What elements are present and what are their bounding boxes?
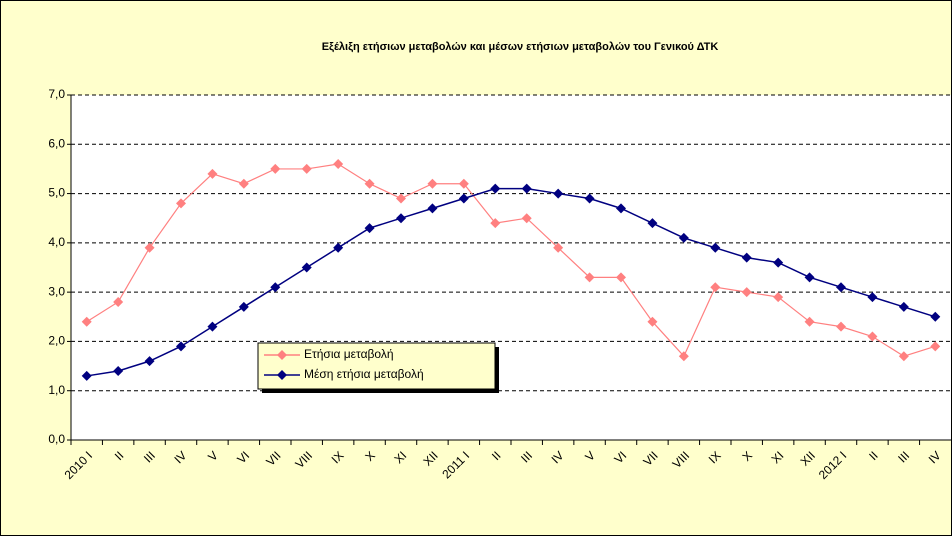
marker <box>144 356 155 367</box>
marker <box>521 183 532 194</box>
marker <box>836 282 846 293</box>
marker <box>773 292 784 303</box>
marker <box>427 203 438 214</box>
series-line <box>86 187 936 377</box>
marker <box>238 178 249 189</box>
legend-marker <box>277 370 287 380</box>
marker <box>616 203 626 214</box>
marker <box>207 168 218 179</box>
series-line <box>86 163 936 358</box>
marker <box>427 178 438 189</box>
marker <box>301 262 312 273</box>
marker <box>773 257 784 268</box>
marker <box>270 163 281 174</box>
legend-label: Μέση ετήσια μεταβολή <box>304 367 424 381</box>
marker <box>584 193 595 204</box>
marker <box>584 272 595 283</box>
marker <box>270 282 281 293</box>
marker <box>364 223 375 234</box>
y-tick-label: 3,0 <box>48 284 65 298</box>
y-tick-label: 1,0 <box>48 383 65 397</box>
marker <box>458 178 469 189</box>
marker <box>930 311 941 322</box>
marker <box>176 341 186 352</box>
legend-label: Ετήσια μεταβολή <box>304 347 394 361</box>
marker <box>804 316 815 327</box>
marker <box>647 316 658 327</box>
legend-box <box>257 342 496 390</box>
marker <box>207 321 218 332</box>
plot-area <box>71 95 951 440</box>
marker <box>238 301 249 312</box>
y-tick-label: 5,0 <box>48 186 65 200</box>
legend-marker <box>277 350 287 360</box>
legend: Ετήσια μεταβολή Μέση ετήσια μεταβολή <box>257 342 499 393</box>
y-tick-label: 4,0 <box>48 235 65 249</box>
marker <box>113 297 124 307</box>
marker <box>553 242 564 253</box>
marker <box>804 272 815 283</box>
marker <box>490 183 501 194</box>
marker <box>710 282 721 293</box>
marker <box>396 193 406 204</box>
marker <box>333 242 344 253</box>
marker <box>741 252 752 263</box>
marker <box>458 193 469 204</box>
marker <box>647 218 658 229</box>
y-tick-label: 2,0 <box>48 334 65 348</box>
marker <box>521 213 532 224</box>
marker <box>616 272 626 283</box>
marker <box>364 178 375 189</box>
marker <box>396 213 406 224</box>
marker <box>867 331 878 342</box>
marker <box>741 287 752 298</box>
y-tick-label: 6,0 <box>48 136 65 150</box>
marker <box>678 351 689 362</box>
marker <box>678 232 689 243</box>
marker <box>710 242 721 253</box>
marker <box>898 301 909 312</box>
marker <box>333 159 344 169</box>
marker <box>553 188 564 199</box>
marker <box>898 351 909 362</box>
marker <box>867 292 878 303</box>
marker <box>81 316 92 327</box>
marker <box>144 242 155 253</box>
y-tick-label: 7,0 <box>48 87 65 101</box>
marker <box>930 341 941 352</box>
marker <box>301 163 312 174</box>
marker <box>113 366 124 376</box>
y-tick-label: 0,0 <box>48 432 65 446</box>
marker <box>81 370 92 381</box>
marker <box>836 321 846 332</box>
marker <box>490 218 501 229</box>
marker <box>176 198 186 209</box>
chart-title: Εξέλιξη ετήσιων μεταβολών και μέσων ετήσ… <box>322 41 719 53</box>
